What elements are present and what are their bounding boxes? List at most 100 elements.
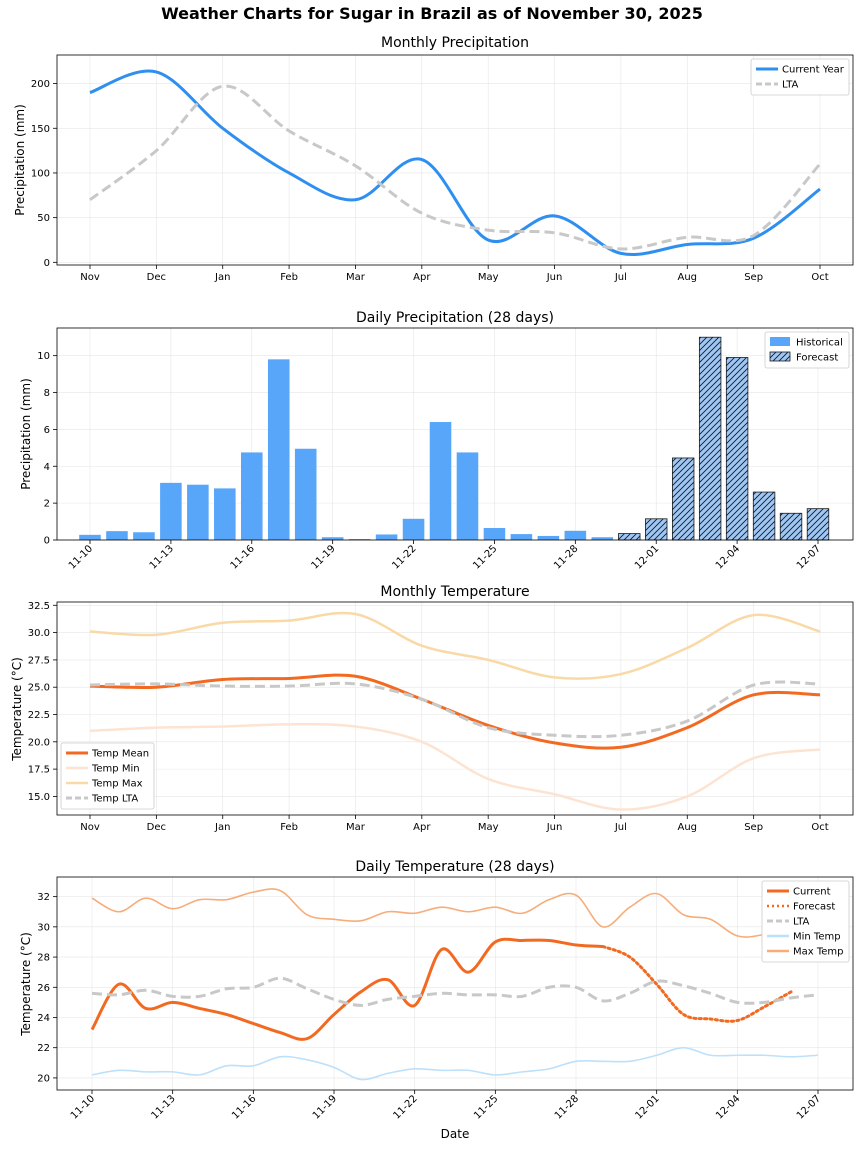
chart4-x-tick-label: 11-25 [472,1093,500,1121]
chart2-bar-historical [267,359,290,540]
chart4-series-forecast [601,944,793,1023]
chart2-bar-forecast [672,457,695,541]
chart2-bar-forecast [779,512,803,541]
chart3-y-tick-label: 27.5 [28,655,50,666]
chart4-y-tick-label: 28 [37,953,50,964]
chart2-x-tick-label: 11-19 [309,543,337,571]
chart4-y-tick-label: 30 [37,922,50,933]
chart2-bar-historical [510,534,533,540]
chart3-legend-label: Temp LTA [91,794,138,805]
chart1-x-tick-label: Nov [80,272,100,283]
chart4-y-tick-label: 20 [37,1073,50,1084]
chart1-y-tick-label: 50 [37,213,50,224]
chart2-x-tick-label: 11-10 [67,543,95,571]
chart2-bar-historical [187,484,209,540]
chart2-bar-historical [402,518,425,540]
chart1-x-tick-label: Apr [413,272,431,283]
chart4-x-tick-label: 11-13 [149,1093,177,1121]
chart1-y-tick-label: 100 [31,168,50,179]
chart1-legend-label: Current Year [782,65,845,76]
chart4-legend-label: LTA [793,917,810,928]
chart4-x-tick-label: 11-22 [391,1093,419,1121]
chart3-y-tick-label: 20.0 [28,737,50,748]
chart4-x-tick-label: 11-10 [69,1093,97,1121]
chart2-bar-historical [537,535,560,540]
chart4-x-tick-label: 11-16 [230,1093,258,1121]
chart4-legend-label: Forecast [793,902,835,913]
chart2-bar-forecast [618,533,641,541]
chart2-bar-historical [294,448,317,540]
chart1-series-current-year [89,69,821,256]
chart2-bar-historical [240,452,263,540]
chart2-y-tick-label: 6 [44,425,50,436]
chart1-x-tick-label: Jun [546,272,563,283]
chart4-y-tick-label: 32 [37,892,50,903]
chart2-y-tick-label: 2 [44,499,50,510]
chart2-bar-historical [321,537,344,540]
chart2-axes-frame [56,327,854,541]
chart2-bar-historical [133,532,155,540]
y-axis-label-monthly-temperature: Temperature (°C) [10,657,24,762]
chart3-x-tick-label: Mar [346,822,366,833]
chart2-bar-forecast [806,508,830,541]
chart2-y-tick-label: 0 [44,536,50,547]
chart1-x-tick-label: Feb [280,272,298,283]
chart3-y-tick-label: 30.0 [28,628,50,639]
chart3-x-tick-label: Sep [744,822,763,833]
y-axis-label-daily-temperature: Temperature (°C) [19,932,33,1037]
chart1-x-tick-label: Oct [811,272,828,283]
chart2-y-tick-label: 8 [44,388,50,399]
chart1-series-lta [89,84,822,251]
chart-title-monthly-precipitation: Monthly Precipitation [381,35,529,51]
chart1-x-tick-label: Jan [214,272,230,283]
chart4-legend-label: Min Temp [793,932,841,943]
chart3-legend-label: Temp Max [91,779,143,790]
chart3-series-temp-lta [89,680,821,739]
chart3-legend: Temp Mean Temp Min Temp Max Temp LTA [60,742,155,810]
chart3-legend-label: Temp Mean [91,749,149,760]
chart4-series-max-temp [91,888,819,938]
figure-title: Weather Charts for Sugar in Brazil as of… [161,4,703,23]
chart2-x-tick-label: 11-25 [471,543,499,571]
chart4-series-lta [91,976,819,1007]
chart3-x-tick-label: Oct [811,822,828,833]
chart4-x-tick-label: 12-04 [714,1093,742,1121]
chart2-x-tick-label: 11-28 [552,543,580,571]
chart2-legend: Historical Forecast [764,331,850,369]
chart2-bar-historical [564,530,587,540]
chart3-axes-frame [56,601,854,816]
chart1-y-tick-label: 150 [31,124,50,135]
chart3-x-tick-label: May [478,822,499,833]
chart4-x-tick-label: 12-07 [795,1093,823,1121]
chart3-x-tick-label: Jun [546,822,563,833]
chart2-bar-historical [591,537,614,540]
chart2-bar-historical [375,534,398,540]
chart3-series-temp-min [89,723,821,811]
chart1-y-tick-label: 200 [31,79,50,90]
chart4-legend-label: Current [793,887,831,898]
chart-title-monthly-temperature: Monthly Temperature [380,584,529,600]
chart2-x-tick-label: 11-16 [229,543,257,571]
chart4-x-tick-label: 12-01 [633,1093,661,1121]
chart2-x-tick-label: 12-04 [714,543,742,571]
chart2-legend-swatch [770,337,790,346]
chart2-legend-swatch [769,351,791,362]
chart4-x-tick-label: 11-28 [553,1093,581,1121]
chart3-y-tick-label: 25.0 [28,683,50,694]
chart4-series-current [90,937,603,1041]
chart4-axes-frame [56,876,854,1091]
chart4-legend-box [761,880,850,963]
chart2-x-tick-label: 12-01 [633,543,661,571]
chart2-bar-forecast [725,357,749,541]
chart3-y-tick-label: 22.5 [28,710,50,721]
chart2-legend-label: Forecast [796,353,838,364]
chart4-series-min-temp [91,1046,819,1081]
chart1-legend: Current Year LTA [750,58,850,96]
chart4-y-tick-label: 24 [37,1013,50,1024]
chart2-y-tick-label: 4 [44,462,50,473]
chart4-legend: Current Forecast LTA Min Temp Max Temp [761,880,850,963]
chart1-legend-label: LTA [782,80,799,91]
chart2-x-tick-label: 12-07 [795,543,823,571]
chart1-x-tick-label: Mar [346,272,366,283]
chart1-x-tick-label: Aug [678,272,698,283]
